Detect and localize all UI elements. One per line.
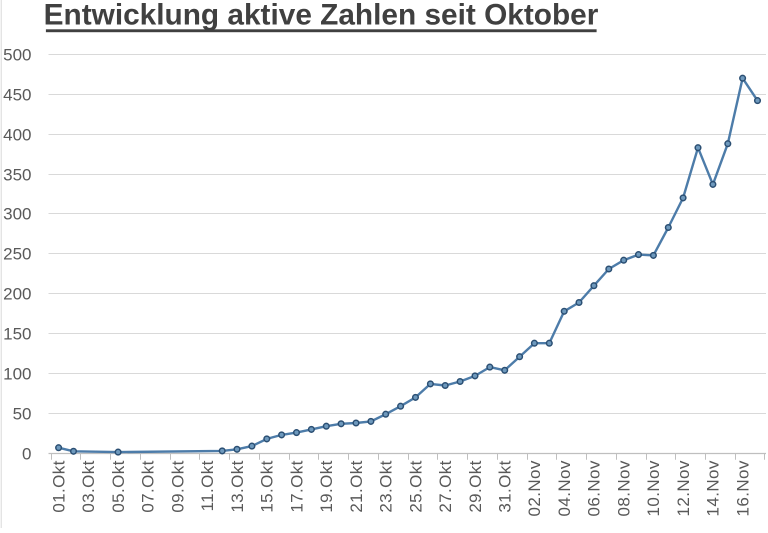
svg-text:16.Nov: 16.Nov [733,460,752,516]
svg-text:400: 400 [3,126,31,145]
svg-text:15.Okt: 15.Okt [258,460,277,512]
svg-text:450: 450 [3,86,31,105]
svg-text:07.Okt: 07.Okt [139,460,158,512]
svg-text:10.Nov: 10.Nov [644,460,663,516]
svg-text:150: 150 [3,325,31,344]
svg-text:11.Okt: 11.Okt [198,460,217,511]
svg-text:17.Okt: 17.Okt [287,460,306,512]
svg-text:21.Okt: 21.Okt [347,460,366,512]
svg-text:250: 250 [3,245,31,264]
svg-text:08.Nov: 08.Nov [615,460,634,516]
svg-text:500: 500 [3,46,31,65]
svg-text:31.Okt: 31.Okt [496,460,515,512]
svg-text:29.Okt: 29.Okt [466,460,485,512]
svg-text:23.Okt: 23.Okt [377,460,396,512]
svg-text:14.Nov: 14.Nov [704,460,723,516]
svg-text:03.Okt: 03.Okt [79,460,98,512]
svg-text:350: 350 [3,166,31,185]
svg-text:300: 300 [3,205,31,224]
svg-text:200: 200 [3,285,31,304]
svg-text:19.Okt: 19.Okt [317,460,336,512]
svg-text:04.Nov: 04.Nov [555,460,574,516]
svg-text:0: 0 [22,445,31,464]
svg-text:01.Okt: 01.Okt [49,460,68,512]
svg-text:02.Nov: 02.Nov [525,460,544,516]
svg-text:Entwicklung aktive Zahlen seit: Entwicklung aktive Zahlen seit Oktober [44,0,599,32]
svg-text:13.Okt: 13.Okt [228,460,247,512]
svg-text:05.Okt: 05.Okt [109,460,128,512]
svg-text:25.Okt: 25.Okt [406,460,425,512]
svg-text:27.Okt: 27.Okt [436,460,455,512]
svg-text:06.Nov: 06.Nov [585,460,604,516]
svg-text:09.Okt: 09.Okt [168,460,187,512]
svg-text:50: 50 [13,405,32,424]
svg-text:100: 100 [3,365,31,384]
svg-text:12.Nov: 12.Nov [674,460,693,516]
